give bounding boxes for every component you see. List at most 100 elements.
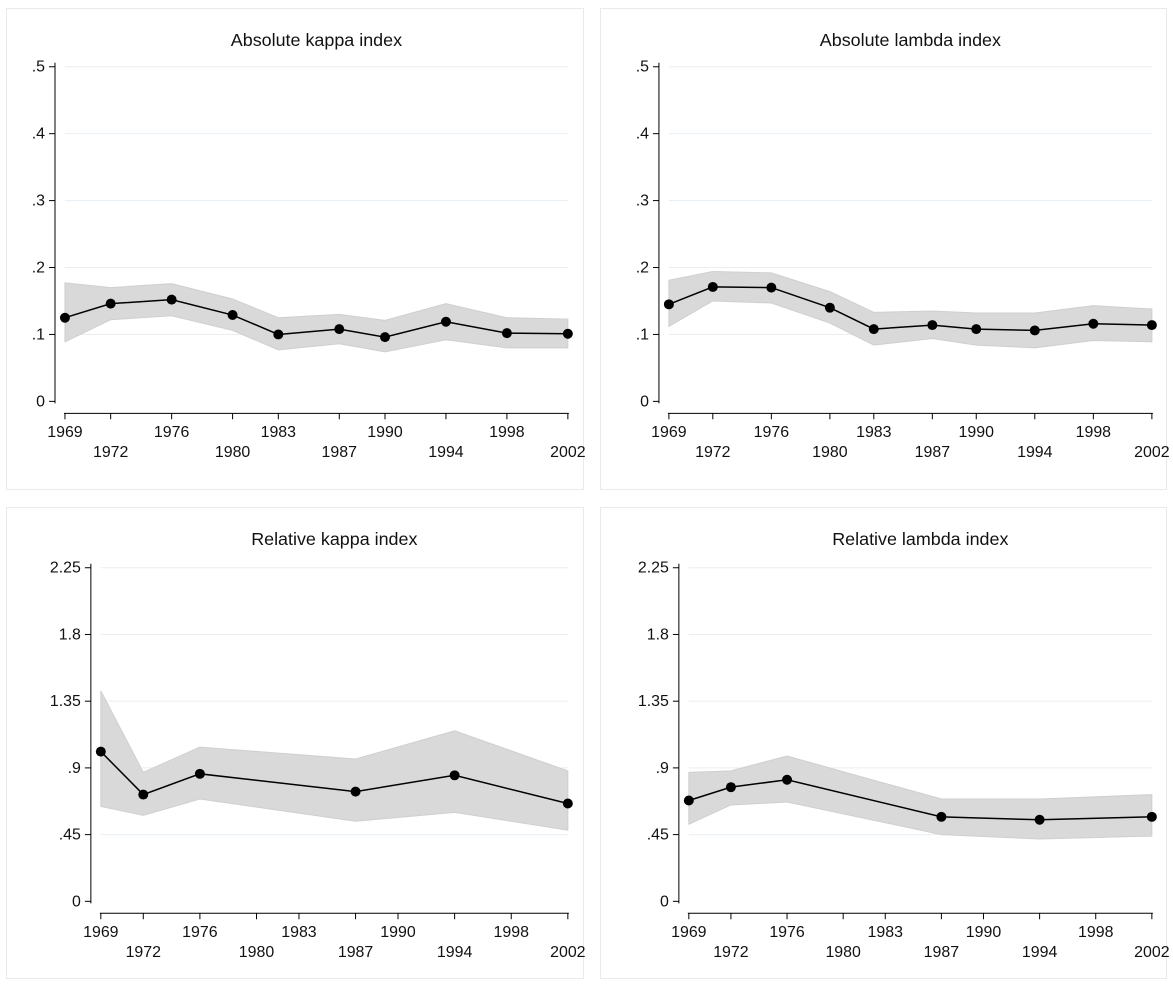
data-point bbox=[105, 298, 116, 309]
data-point bbox=[663, 299, 674, 310]
x-tick-label: 1969 bbox=[47, 424, 83, 441]
data-point bbox=[868, 324, 879, 335]
y-tick-label: .9 bbox=[656, 760, 669, 777]
chart-title: Absolute lambda index bbox=[820, 30, 1001, 50]
x-tick-label: 1987 bbox=[338, 944, 374, 961]
y-tick-label: .5 bbox=[636, 59, 649, 76]
data-point bbox=[707, 281, 718, 292]
chart-panel-absolute-kappa: Absolute kappa index 0 .1 .2 .3 .4 .5 1969 1972 1… bbox=[6, 8, 586, 490]
x-tick-label: 1980 bbox=[812, 444, 848, 461]
series-line bbox=[688, 778, 1152, 821]
x-tick-label: 1980 bbox=[239, 944, 275, 961]
chart-panel-relative-lambda: Relative lambda index 0 .45 .9 1.35 1.8 2.25 19… bbox=[600, 507, 1170, 979]
data-point bbox=[562, 328, 573, 339]
y-tick-label: 0 bbox=[36, 393, 45, 410]
x-tick-label: 1983 bbox=[281, 924, 317, 941]
y-tick-label: .1 bbox=[32, 326, 45, 343]
x-tick-label: 1969 bbox=[671, 924, 707, 941]
x-tick-label: 1980 bbox=[825, 944, 861, 961]
confidence-band bbox=[64, 282, 569, 353]
x-tick-label: 1976 bbox=[769, 924, 805, 941]
chart-panel-relative-kappa: Relative kappa index 0 .45 .9 1.35 1.8 2.25 196… bbox=[6, 507, 586, 979]
y-tick-label: 0 bbox=[72, 893, 81, 910]
chart-svg: Relative lambda index 0 .45 .9 1.35 1.8 2.25 19… bbox=[638, 529, 1170, 961]
y-tick-label: .2 bbox=[636, 260, 649, 277]
x-tick-label: 1969 bbox=[83, 924, 119, 941]
x-tick-label: 1994 bbox=[437, 944, 473, 961]
x-tick-label: 1980 bbox=[215, 444, 251, 461]
y-tick-label: 2.25 bbox=[50, 560, 81, 577]
data-point bbox=[971, 324, 982, 335]
chart-title: Absolute kappa index bbox=[231, 30, 402, 50]
data-point bbox=[449, 770, 460, 781]
data-point bbox=[59, 312, 70, 323]
x-tick-label: 1994 bbox=[1017, 444, 1053, 461]
data-point bbox=[1088, 318, 1099, 329]
x-tick-label: 1972 bbox=[126, 944, 162, 961]
x-tick-label: 1969 bbox=[651, 424, 687, 441]
y-tick-label: 1.8 bbox=[647, 626, 669, 643]
x-tick-label: 1972 bbox=[713, 944, 749, 961]
x-tick-label: 1990 bbox=[966, 924, 1002, 941]
chart-title: Relative lambda index bbox=[832, 529, 1008, 549]
x-tick-label: 1987 bbox=[322, 444, 358, 461]
data-point bbox=[562, 798, 573, 809]
x-tick-label: 1998 bbox=[1078, 924, 1114, 941]
x-tick-label: 1976 bbox=[154, 424, 190, 441]
data-point bbox=[334, 324, 345, 335]
x-tick-label: 1972 bbox=[93, 444, 129, 461]
y-tick-label: 0 bbox=[640, 393, 649, 410]
y-tick-label: .4 bbox=[636, 126, 649, 143]
x-tick-label: 1994 bbox=[1022, 944, 1058, 961]
x-tick-label: 1987 bbox=[924, 944, 960, 961]
data-point bbox=[936, 811, 947, 822]
confidence-band bbox=[100, 690, 569, 831]
series-line bbox=[668, 286, 1152, 332]
y-tick-label: 1.8 bbox=[59, 626, 81, 643]
x-tick-label: 2002 bbox=[1134, 944, 1170, 961]
x-tick-label: 1983 bbox=[261, 424, 297, 441]
x-tick-label: 2002 bbox=[1134, 444, 1170, 461]
y-tick-label: 0 bbox=[660, 893, 669, 910]
data-point bbox=[683, 795, 694, 806]
data-point bbox=[725, 782, 736, 793]
y-tick-label: .45 bbox=[59, 827, 81, 844]
data-point bbox=[95, 746, 106, 757]
data-point bbox=[501, 328, 512, 339]
data-point bbox=[782, 774, 793, 785]
y-tick-label: .3 bbox=[636, 193, 649, 210]
chart-svg: Absolute kappa index 0 .1 .2 .3 .4 .5 1969 1972 1… bbox=[32, 30, 586, 461]
chart-title: Relative kappa index bbox=[251, 529, 417, 549]
data-point bbox=[138, 789, 149, 800]
x-tick-label: 1990 bbox=[959, 424, 995, 441]
data-point bbox=[824, 302, 835, 313]
confidence-band bbox=[688, 755, 1153, 840]
data-point bbox=[227, 310, 238, 321]
x-tick-label: 1998 bbox=[489, 424, 525, 441]
data-point bbox=[273, 329, 284, 340]
data-point bbox=[766, 282, 777, 293]
y-tick-label: .45 bbox=[647, 827, 669, 844]
chart-svg: Absolute lambda index 0 .1 .2 .3 .4 .5 1969 1972… bbox=[636, 30, 1170, 461]
x-tick-label: 1990 bbox=[367, 424, 403, 441]
y-tick-label: .4 bbox=[32, 126, 45, 143]
x-tick-label: 1983 bbox=[856, 424, 892, 441]
x-tick-label: 1994 bbox=[428, 444, 464, 461]
series-line bbox=[100, 751, 569, 805]
x-tick-label: 1987 bbox=[915, 444, 951, 461]
data-point bbox=[1146, 320, 1157, 331]
x-tick-label: 1976 bbox=[182, 924, 218, 941]
series-line bbox=[64, 298, 568, 338]
y-tick-label: .2 bbox=[32, 260, 45, 277]
data-point bbox=[927, 320, 938, 331]
data-point bbox=[440, 316, 451, 327]
y-tick-label: .5 bbox=[32, 59, 45, 76]
y-tick-label: .9 bbox=[68, 760, 81, 777]
y-tick-label: 1.35 bbox=[638, 693, 669, 710]
data-point bbox=[194, 768, 205, 779]
x-tick-label: 2002 bbox=[550, 944, 586, 961]
data-point bbox=[380, 332, 390, 343]
x-tick-label: 1983 bbox=[868, 924, 904, 941]
x-tick-label: 1990 bbox=[380, 924, 416, 941]
x-tick-label: 1972 bbox=[695, 444, 731, 461]
